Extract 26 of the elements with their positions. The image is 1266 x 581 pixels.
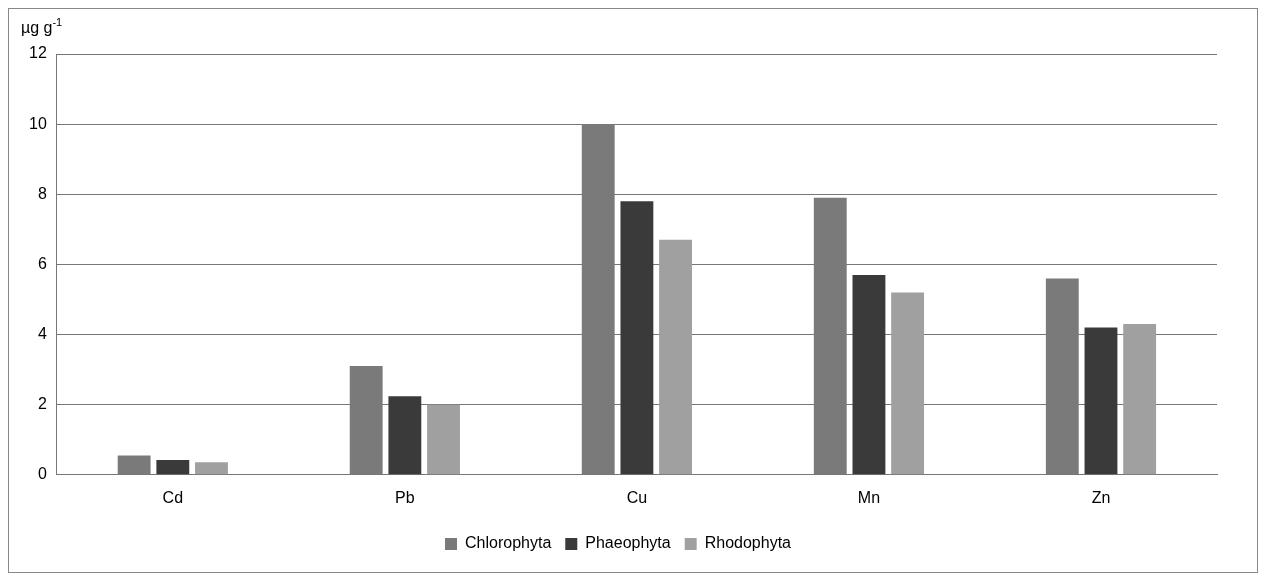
y-tick-label: 6 [37,254,47,272]
x-tick-label: Pb [395,488,415,506]
legend-label: Chlorophyta [465,534,552,552]
y-tick-label: 10 [29,114,47,132]
x-tick-label: Cu [626,488,648,506]
y-tick-label: 4 [37,324,47,342]
legend-label: Rhodophyta [704,534,792,552]
y-tick-label: 0 [37,465,47,483]
bar [620,201,654,475]
y-tick-label: 2 [37,395,47,413]
x-tick-label: Cd [162,488,184,506]
y-tick-label: 12 [29,44,47,62]
y-tick-label: 8 [37,184,47,202]
bar [891,292,925,475]
bar [156,460,190,475]
bar [659,239,693,475]
x-tick-label: Mn [857,488,881,506]
bar [1084,327,1118,475]
x-tick-label: Zn [1091,488,1111,506]
bar [427,404,460,475]
bar [1123,324,1157,475]
bar [117,455,151,475]
bar [852,274,886,475]
legend-label: Phaeophyta [585,534,671,552]
bar [388,396,422,475]
bar [195,462,228,475]
